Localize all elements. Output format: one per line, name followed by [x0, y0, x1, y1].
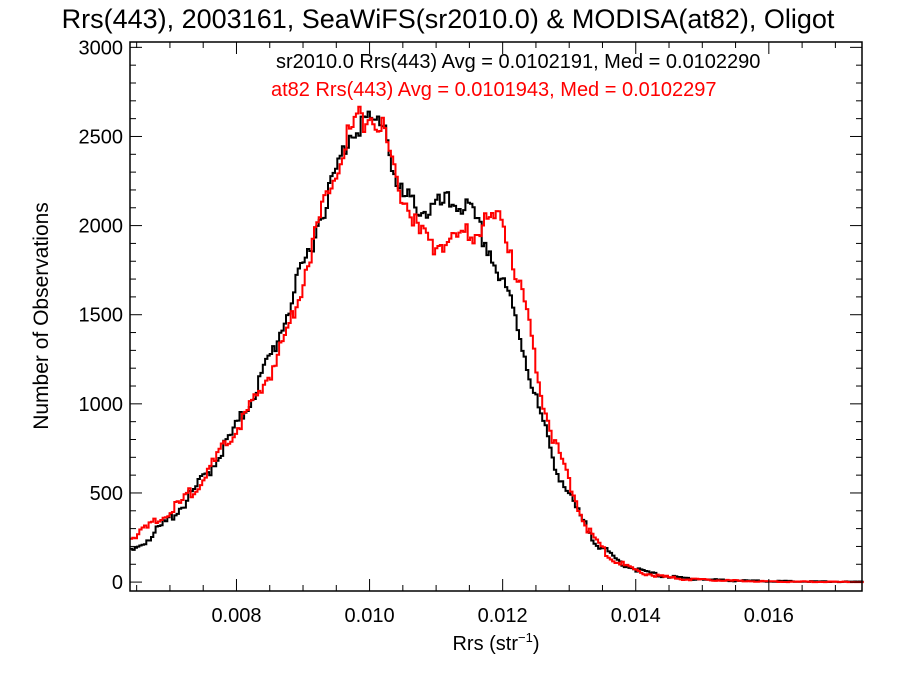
- y-tick-label: 500: [90, 483, 123, 505]
- x-tick-label: 0.008: [211, 605, 261, 627]
- x-tick-label: 0.010: [345, 605, 395, 627]
- annotation-black-stats: sr2010.0 Rrs(443) Avg = 0.0102191, Med =…: [276, 51, 760, 73]
- plot-frame: [129, 41, 863, 592]
- series-line-1: [130, 110, 864, 584]
- annotation-red-stats: at82 Rrs(443) Avg = 0.0101943, Med = 0.0…: [271, 79, 717, 101]
- series-line-2: [130, 105, 864, 584]
- chart-title: Rrs(443), 2003161, SeaWiFS(sr2010.0) & M…: [62, 4, 835, 34]
- x-axis: 0.008 0.010 0.012 0.014 0.016: [136, 42, 836, 627]
- y-tick-label: 1000: [79, 394, 124, 416]
- x-axis-label: Rrs (str−1): [452, 630, 539, 655]
- y-tick-label: 2000: [79, 216, 124, 238]
- y-tick-label: 2500: [79, 126, 124, 148]
- y-axis-label: Number of Observations: [30, 202, 53, 430]
- y-tick-label: 3000: [79, 37, 124, 59]
- x-tick-label: 0.012: [478, 605, 528, 627]
- x-axis-label-main: Rrs (str: [452, 633, 518, 655]
- x-tick-label: 0.014: [611, 605, 661, 627]
- x-axis-label-end: ): [533, 633, 540, 655]
- y-axis: 0 500 1000 1500 2000 2500 3000: [79, 37, 862, 594]
- x-tick-label: 0.016: [744, 605, 794, 627]
- plot-area: [130, 105, 864, 584]
- y-tick-label: 1500: [79, 305, 124, 327]
- x-axis-label-superscript: −1: [518, 630, 533, 645]
- y-tick-label: 0: [112, 572, 123, 594]
